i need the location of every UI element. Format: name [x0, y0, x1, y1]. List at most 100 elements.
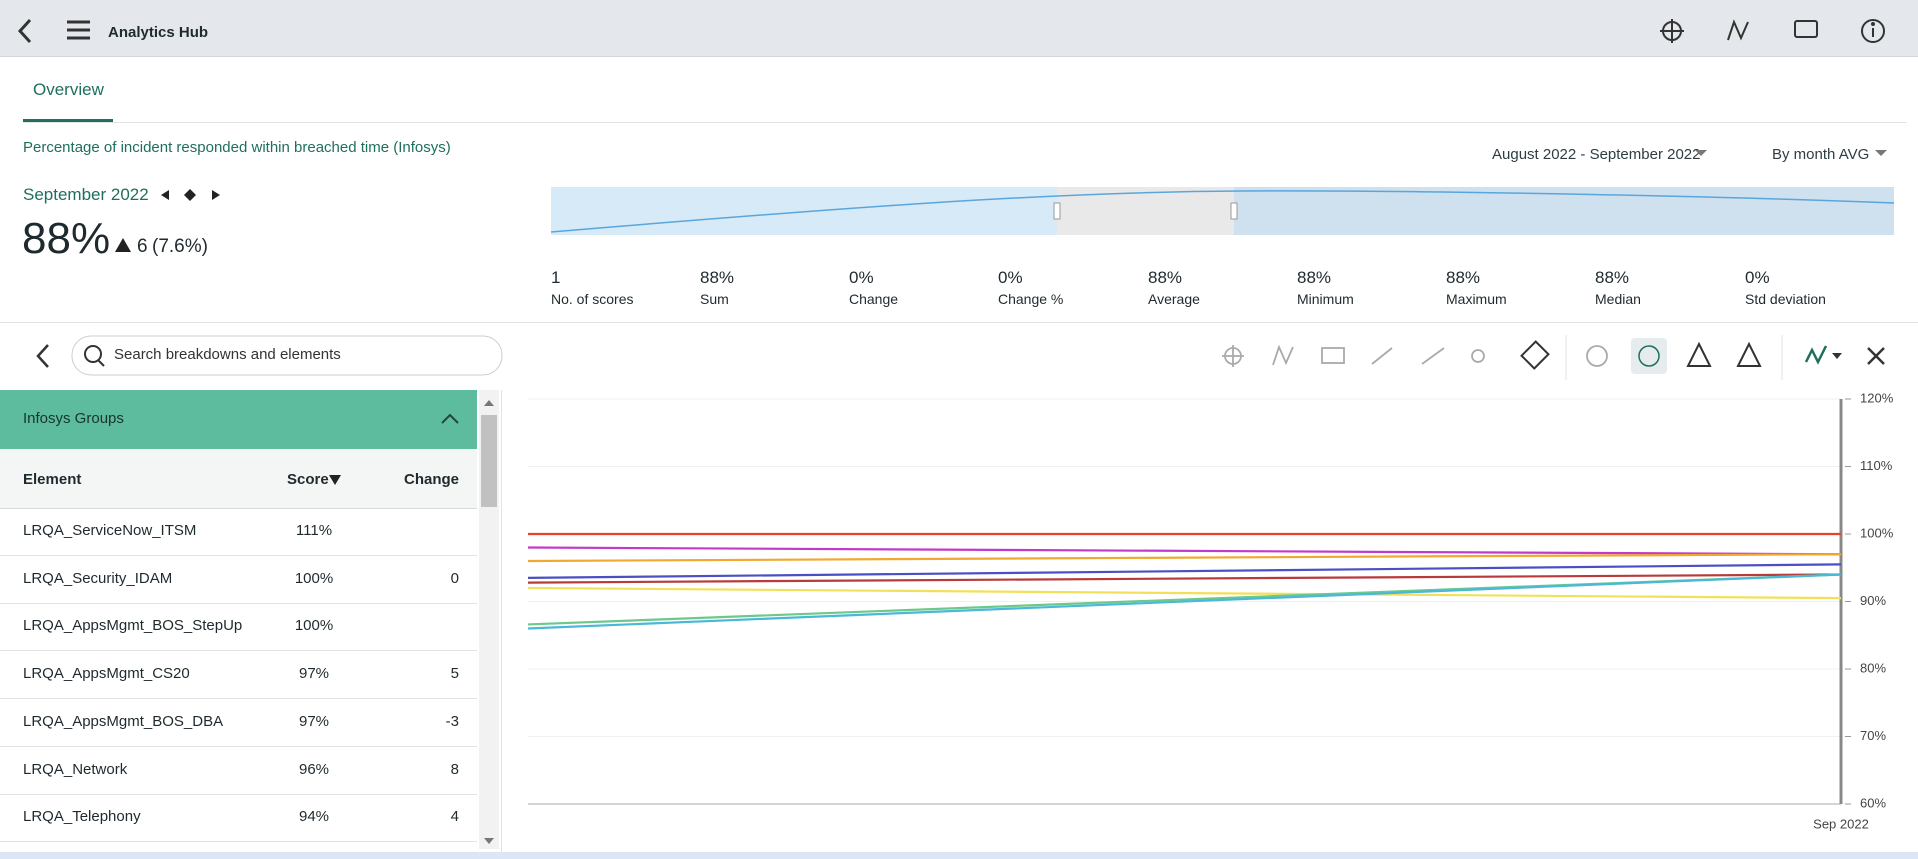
- stat-label: Change %: [998, 291, 1064, 307]
- tab-underline: [23, 119, 113, 122]
- close-button[interactable]: [1867, 347, 1885, 365]
- stat-value: 88%: [1148, 268, 1183, 287]
- forecast-button[interactable]: [1727, 19, 1749, 41]
- change: 6: [137, 236, 148, 257]
- stat-label: No. of scores: [551, 291, 634, 307]
- yoy-tool[interactable]: [1586, 345, 1608, 367]
- stat-value: 1: [551, 268, 561, 287]
- delta-pct-tool[interactable]: [1736, 341, 1762, 367]
- divider: [501, 390, 502, 853]
- series-line: [527, 546, 1842, 556]
- y-tick-label: 60%: [1860, 795, 1886, 810]
- table-row[interactable]: LRQA_AppsMgmt_CS20 97% 5: [0, 651, 477, 700]
- table-row[interactable]: LRQA_ServiceNow_ITSM 111%: [0, 508, 477, 556]
- column-header[interactable]: Element: [23, 471, 82, 488]
- score: 100%: [294, 617, 334, 635]
- back-button[interactable]: [17, 18, 32, 44]
- indicator-title: Percentage of incident responded within …: [23, 139, 451, 156]
- series-line: [527, 553, 1842, 563]
- element: LRQA_Telephony: [23, 808, 141, 826]
- comment-tool[interactable]: [1321, 347, 1345, 364]
- table-row[interactable]: LRQA_Telephony 94% 4: [0, 794, 477, 843]
- series-line: [527, 586, 1842, 600]
- stat-value: 88%: [1446, 268, 1481, 287]
- app-title: Analytics Hub: [108, 24, 209, 41]
- sort-icon: [329, 475, 341, 485]
- band-tool[interactable]: [1421, 347, 1445, 365]
- target-tool[interactable]: [1222, 345, 1244, 367]
- chart-type-tool[interactable]: [1804, 345, 1828, 365]
- element: LRQA_ServiceNow_ITSM: [23, 522, 197, 539]
- aggregation-select[interactable]: By month AVG: [1772, 146, 1870, 163]
- change-pct: (7.6%): [152, 236, 208, 257]
- scrollbar-thumb[interactable]: [481, 415, 497, 507]
- menu-button[interactable]: [67, 20, 90, 40]
- range-sparkline: [551, 187, 1894, 235]
- date-range-select[interactable]: August 2022 - September 2022: [1492, 146, 1701, 163]
- table-header: [0, 449, 477, 509]
- y-tick-label: 70%: [1860, 728, 1886, 743]
- search-placeholder: Search breakdowns and elements: [114, 346, 341, 363]
- current-period[interactable]: [184, 189, 196, 201]
- stat-value: 0%: [998, 268, 1023, 287]
- forecast-tool[interactable]: [1272, 344, 1294, 366]
- divider: [23, 122, 1907, 123]
- element: LRQA_Security_IDAM: [23, 569, 173, 587]
- change: 0: [450, 569, 459, 587]
- score: 94%: [298, 808, 330, 826]
- bottom-strip: [0, 852, 1918, 859]
- change: 4: [450, 808, 459, 826]
- scroll-arrows: [484, 400, 494, 844]
- y-tick-label: 90%: [1860, 593, 1886, 608]
- y-tick-label: 80%: [1860, 660, 1886, 675]
- stat-label: Std deviation: [1745, 291, 1826, 307]
- info-button[interactable]: [1861, 19, 1885, 43]
- tab[interactable]: Overview: [33, 80, 104, 99]
- stat-label: Minimum: [1297, 291, 1354, 307]
- change: 5: [450, 665, 459, 683]
- column-header[interactable]: Change: [403, 471, 459, 488]
- series-line: [527, 573, 1842, 584]
- element: LRQA_AppsMgmt_BOS_StepUp: [23, 617, 243, 635]
- table-row[interactable]: LRQA_AppsMgmt_BOS_StepUp 100%: [0, 603, 477, 652]
- y-tick-label: 110%: [1860, 458, 1893, 473]
- breakdown-header[interactable]: [0, 390, 477, 449]
- currency-tool[interactable]: [1638, 345, 1660, 367]
- table-row[interactable]: LRQA_Network 96% 8: [0, 747, 477, 795]
- search-box[interactable]: [71, 335, 503, 376]
- y-tick-label: 100%: [1860, 525, 1894, 540]
- column-header[interactable]: Score: [287, 471, 329, 488]
- trend-tool[interactable]: [1371, 347, 1393, 365]
- stat-value: 88%: [700, 268, 735, 287]
- element: LRQA_AppsMgmt_BOS_DBA: [23, 712, 224, 730]
- delta-tool[interactable]: [1686, 341, 1712, 367]
- next-period[interactable]: [212, 190, 220, 200]
- score: 100%: [294, 569, 334, 587]
- comments-button[interactable]: [1794, 20, 1818, 38]
- range-handle[interactable]: [1230, 202, 1238, 220]
- table-row[interactable]: LRQA_AppsMgmt_BOS_DBA 97% -3: [0, 699, 477, 747]
- stat-label: Median: [1595, 291, 1641, 307]
- stat-label: Maximum: [1446, 291, 1507, 307]
- score: 111%: [295, 522, 333, 539]
- element: LRQA_AppsMgmt_CS20: [23, 665, 190, 683]
- range-handle[interactable]: [1053, 202, 1061, 220]
- score: 96%: [298, 760, 330, 778]
- period-nav: [161, 189, 220, 201]
- prev-period[interactable]: [161, 190, 169, 200]
- table-row[interactable]: LRQA_Security_IDAM 100% 0: [0, 556, 477, 604]
- back-button[interactable]: [36, 344, 49, 368]
- collapse-icon[interactable]: [440, 412, 460, 426]
- x-tick-label: Sep 2022: [1813, 816, 1869, 831]
- tag-tool[interactable]: [1520, 340, 1550, 370]
- target-button[interactable]: [1660, 19, 1684, 43]
- top-icons: [17, 18, 1885, 44]
- y-tick-label: 120%: [1860, 390, 1894, 405]
- target-compare-tool[interactable]: [1471, 349, 1485, 363]
- score: 97%: [298, 712, 330, 730]
- stat-label: Average: [1148, 291, 1200, 307]
- stat-label: Change: [849, 291, 899, 307]
